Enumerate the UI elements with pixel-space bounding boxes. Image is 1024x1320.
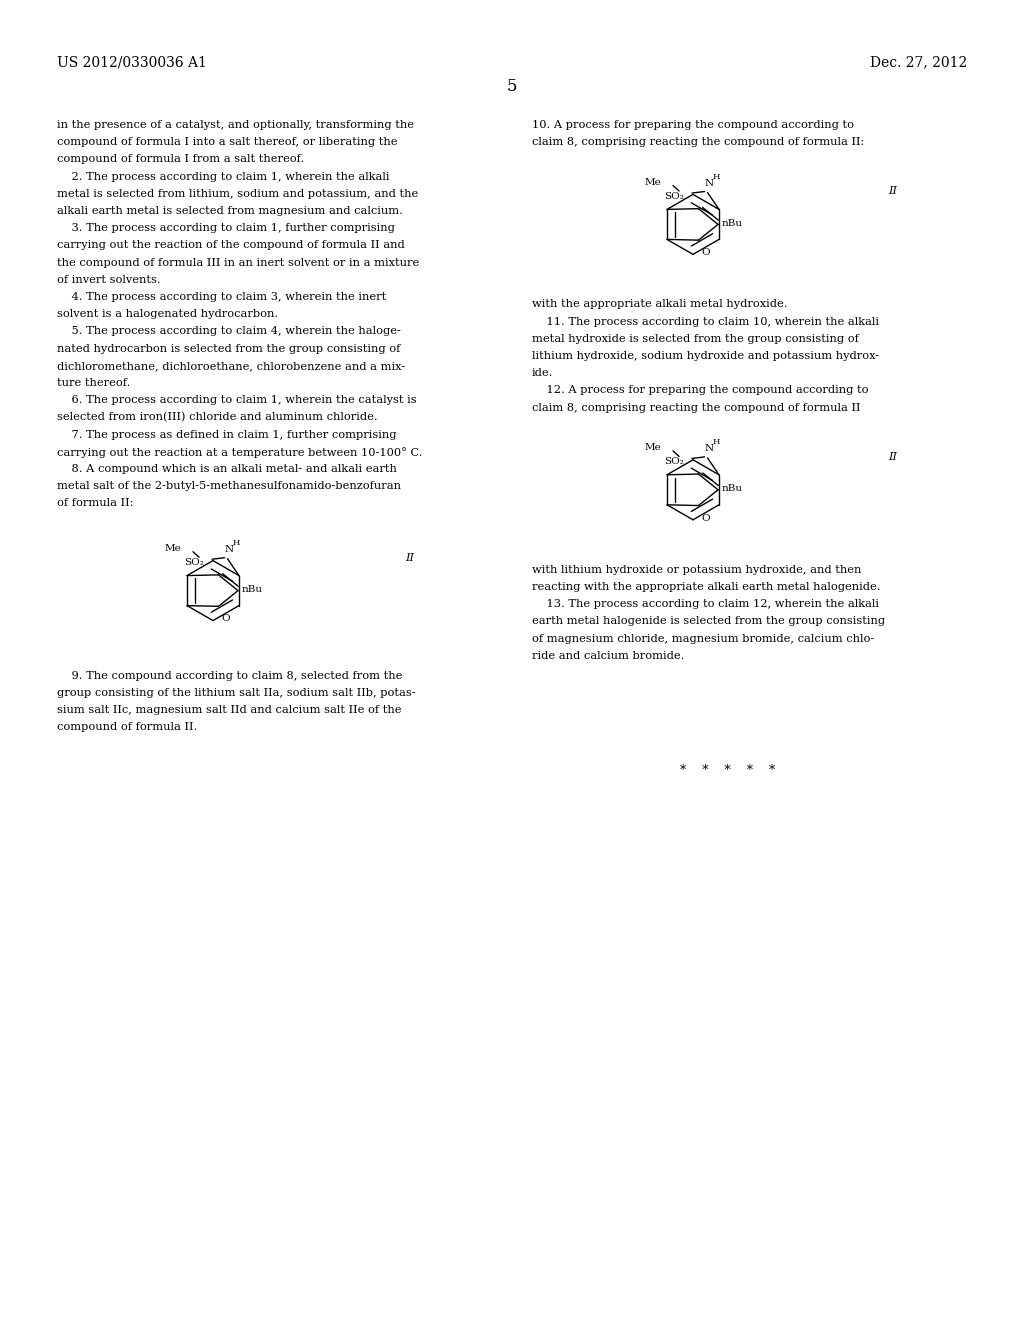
Text: with lithium hydroxide or potassium hydroxide, and then: with lithium hydroxide or potassium hydr…: [532, 565, 861, 574]
Text: *    *    *    *    *: * * * * *: [680, 764, 775, 777]
Text: nBu: nBu: [722, 484, 743, 494]
Text: O: O: [701, 248, 711, 257]
Text: 9. The compound according to claim 8, selected from the: 9. The compound according to claim 8, se…: [57, 671, 402, 681]
Text: Me: Me: [164, 544, 181, 553]
Text: compound of formula II.: compound of formula II.: [57, 722, 198, 733]
Text: Me: Me: [644, 444, 662, 453]
Text: compound of formula I into a salt thereof, or liberating the: compound of formula I into a salt thereo…: [57, 137, 397, 148]
Text: Me: Me: [644, 178, 662, 187]
Text: claim 8, comprising reacting the compound of formula II: claim 8, comprising reacting the compoun…: [532, 403, 860, 413]
Text: 5: 5: [507, 78, 517, 95]
Text: N: N: [705, 444, 714, 453]
Text: of magnesium chloride, magnesium bromide, calcium chlo-: of magnesium chloride, magnesium bromide…: [532, 634, 874, 644]
Text: SO₂: SO₂: [665, 457, 684, 466]
Text: 3. The process according to claim 1, further comprising: 3. The process according to claim 1, fur…: [57, 223, 395, 234]
Text: O: O: [221, 614, 230, 623]
Text: solvent is a halogenated hydrocarbon.: solvent is a halogenated hydrocarbon.: [57, 309, 279, 319]
Text: SO₂: SO₂: [184, 558, 204, 566]
Text: ture thereof.: ture thereof.: [57, 378, 130, 388]
Text: US 2012/0330036 A1: US 2012/0330036 A1: [57, 55, 207, 69]
Text: dichloromethane, dichloroethane, chlorobenzene and a mix-: dichloromethane, dichloroethane, chlorob…: [57, 360, 406, 371]
Text: metal is selected from lithium, sodium and potassium, and the: metal is selected from lithium, sodium a…: [57, 189, 418, 199]
Text: 4. The process according to claim 3, wherein the inert: 4. The process according to claim 3, whe…: [57, 292, 386, 302]
Text: SO₂: SO₂: [665, 191, 684, 201]
Text: alkali earth metal is selected from magnesium and calcium.: alkali earth metal is selected from magn…: [57, 206, 402, 216]
Text: metal hydroxide is selected from the group consisting of: metal hydroxide is selected from the gro…: [532, 334, 859, 343]
Text: in the presence of a catalyst, and optionally, transforming the: in the presence of a catalyst, and optio…: [57, 120, 414, 129]
Text: 8. A compound which is an alkali metal- and alkali earth: 8. A compound which is an alkali metal- …: [57, 465, 397, 474]
Text: 5. The process according to claim 4, wherein the haloge-: 5. The process according to claim 4, whe…: [57, 326, 400, 337]
Text: reacting with the appropriate alkali earth metal halogenide.: reacting with the appropriate alkali ear…: [532, 582, 881, 591]
Text: carrying out the reaction of the compound of formula II and: carrying out the reaction of the compoun…: [57, 240, 404, 251]
Text: the compound of formula III in an inert solvent or in a mixture: the compound of formula III in an inert …: [57, 257, 419, 268]
Text: II: II: [406, 553, 414, 562]
Text: nBu: nBu: [722, 219, 743, 228]
Text: group consisting of the lithium salt IIa, sodium salt IIb, potas-: group consisting of the lithium salt IIa…: [57, 688, 416, 698]
Text: 7. The process as defined in claim 1, further comprising: 7. The process as defined in claim 1, fu…: [57, 429, 396, 440]
Text: 12. A process for preparing the compound according to: 12. A process for preparing the compound…: [532, 385, 868, 396]
Text: II: II: [888, 451, 897, 462]
Text: H: H: [713, 438, 720, 446]
Text: 2. The process according to claim 1, wherein the alkali: 2. The process according to claim 1, whe…: [57, 172, 389, 182]
Text: lithium hydroxide, sodium hydroxide and potassium hydrox-: lithium hydroxide, sodium hydroxide and …: [532, 351, 880, 360]
Text: earth metal halogenide is selected from the group consisting: earth metal halogenide is selected from …: [532, 616, 885, 627]
Text: H: H: [713, 173, 720, 181]
Text: of invert solvents.: of invert solvents.: [57, 275, 161, 285]
Text: nated hydrocarbon is selected from the group consisting of: nated hydrocarbon is selected from the g…: [57, 343, 400, 354]
Text: selected from iron(III) chloride and aluminum chloride.: selected from iron(III) chloride and alu…: [57, 412, 378, 422]
Text: 10. A process for preparing the compound according to: 10. A process for preparing the compound…: [532, 120, 854, 129]
Text: 13. The process according to claim 12, wherein the alkali: 13. The process according to claim 12, w…: [532, 599, 879, 610]
Text: II: II: [888, 186, 897, 197]
Text: H: H: [232, 539, 241, 546]
Text: ide.: ide.: [532, 368, 553, 379]
Text: N: N: [225, 545, 234, 553]
Text: sium salt IIc, magnesium salt IId and calcium salt IIe of the: sium salt IIc, magnesium salt IId and ca…: [57, 705, 401, 715]
Text: Dec. 27, 2012: Dec. 27, 2012: [869, 55, 967, 69]
Text: nBu: nBu: [242, 585, 263, 594]
Text: compound of formula I from a salt thereof.: compound of formula I from a salt thereo…: [57, 154, 304, 165]
Text: carrying out the reaction at a temperature between 10-100° C.: carrying out the reaction at a temperatu…: [57, 446, 423, 458]
Text: ride and calcium bromide.: ride and calcium bromide.: [532, 651, 684, 661]
Text: of formula II:: of formula II:: [57, 499, 133, 508]
Text: with the appropriate alkali metal hydroxide.: with the appropriate alkali metal hydrox…: [532, 300, 787, 309]
Text: 11. The process according to claim 10, wherein the alkali: 11. The process according to claim 10, w…: [532, 317, 879, 326]
Text: N: N: [705, 178, 714, 187]
Text: O: O: [701, 513, 711, 523]
Text: claim 8, comprising reacting the compound of formula II:: claim 8, comprising reacting the compoun…: [532, 137, 864, 148]
Text: 6. The process according to claim 1, wherein the catalyst is: 6. The process according to claim 1, whe…: [57, 395, 417, 405]
Text: metal salt of the 2-butyl-5-methanesulfonamido-benzofuran: metal salt of the 2-butyl-5-methanesulfo…: [57, 482, 401, 491]
